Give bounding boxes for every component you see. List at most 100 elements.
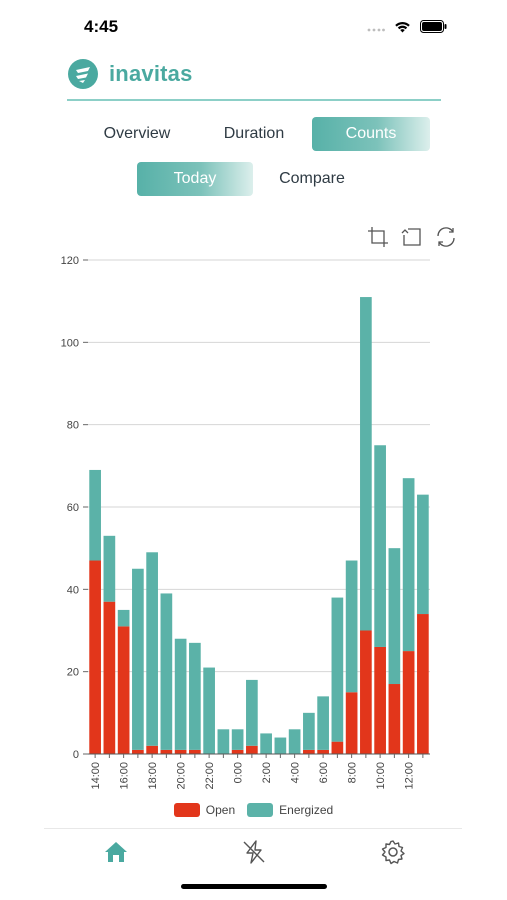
y-tick-label: 20 bbox=[67, 667, 79, 679]
x-tick-label: 6:00 bbox=[318, 762, 330, 783]
x-tick-label: 12:00 bbox=[404, 762, 416, 790]
header-divider bbox=[67, 99, 441, 101]
bar-energized bbox=[303, 712, 315, 750]
chart-legend: Open Energized bbox=[0, 803, 507, 817]
restore-icon[interactable] bbox=[433, 224, 459, 250]
bar-energized bbox=[417, 494, 429, 615]
x-tick-label: 16:00 bbox=[119, 762, 131, 790]
bar-energized bbox=[374, 445, 386, 647]
bottom-nav-divider bbox=[44, 828, 462, 829]
bar-open bbox=[303, 749, 315, 754]
bar-open bbox=[146, 745, 158, 754]
legend-label-energized: Energized bbox=[279, 803, 334, 817]
y-tick-label: 120 bbox=[61, 255, 79, 267]
bar-open bbox=[317, 749, 329, 754]
x-tick-label: 0:00 bbox=[233, 762, 245, 783]
bar-open bbox=[388, 684, 401, 754]
tab-today[interactable]: Today bbox=[137, 162, 253, 196]
home-indicator bbox=[181, 884, 327, 889]
inavitas-logo-icon bbox=[68, 59, 98, 89]
zoom-reset-icon[interactable] bbox=[399, 224, 425, 250]
bar-open bbox=[246, 745, 258, 754]
bar-energized bbox=[288, 729, 301, 754]
bar-energized bbox=[388, 548, 401, 685]
bar-energized bbox=[360, 297, 372, 631]
x-tick-label: 4:00 bbox=[290, 762, 302, 783]
legend-swatch-open bbox=[173, 803, 200, 817]
bar-energized bbox=[274, 737, 287, 754]
bar-energized bbox=[246, 679, 258, 746]
x-tick-label: 14:00 bbox=[90, 762, 102, 790]
brand-header: inavitas bbox=[67, 58, 193, 90]
legend-item-energized[interactable]: Energized bbox=[247, 803, 333, 817]
bar-energized bbox=[146, 552, 158, 746]
status-bar: 4:45 bbox=[0, 0, 507, 54]
bar-energized bbox=[89, 469, 101, 561]
x-tick-label: 18:00 bbox=[147, 762, 159, 790]
energy-off-icon bbox=[243, 840, 265, 864]
legend-swatch-energized bbox=[247, 803, 274, 817]
nav-energy[interactable] bbox=[240, 838, 268, 866]
bar-energized bbox=[217, 729, 230, 754]
bar-energized bbox=[132, 568, 144, 750]
status-time: 4:45 bbox=[84, 17, 119, 36]
bar-open bbox=[231, 749, 244, 754]
legend-item-open[interactable]: Open bbox=[173, 803, 236, 817]
bar-energized bbox=[402, 478, 415, 652]
tab-counts[interactable]: Counts bbox=[312, 117, 430, 151]
wifi-icon bbox=[395, 21, 410, 32]
y-tick-label: 100 bbox=[61, 337, 79, 349]
battery-icon bbox=[420, 20, 447, 33]
bar-open bbox=[117, 626, 130, 754]
x-tick-label: 8:00 bbox=[347, 762, 359, 783]
counts-bar-chart: 0 20 40 60 80 100 120 14:00 16:00 18:00 20:00 22:00… bbox=[61, 255, 430, 790]
bar-open bbox=[89, 560, 101, 754]
bar-open bbox=[402, 651, 415, 754]
y-tick-label: 40 bbox=[67, 584, 79, 596]
bar-open bbox=[417, 614, 429, 754]
tab-compare[interactable]: Compare bbox=[279, 170, 345, 187]
bar-energized bbox=[189, 642, 201, 750]
bar-open bbox=[360, 630, 372, 754]
gear-icon bbox=[381, 840, 405, 865]
legend-label-open: Open bbox=[205, 803, 236, 817]
y-tick-label: 60 bbox=[67, 502, 79, 514]
nav-home[interactable] bbox=[102, 838, 130, 866]
tab-duration[interactable]: Duration bbox=[223, 125, 285, 142]
primary-tabs: Overview Duration Counts bbox=[0, 117, 507, 151]
bar-energized bbox=[331, 597, 344, 742]
bar-energized bbox=[260, 733, 272, 754]
bar-open bbox=[331, 741, 344, 754]
x-tick-label: 22:00 bbox=[204, 762, 216, 790]
signal-icon bbox=[367, 28, 385, 31]
x-tick-label: 10:00 bbox=[375, 762, 387, 790]
counts-chart: 0 20 40 60 80 100 120 14:00 16:00 18:00 20:00 22:00… bbox=[0, 240, 507, 830]
bar-open bbox=[174, 749, 187, 754]
brand-name: inavitas bbox=[109, 61, 193, 86]
tab-overview[interactable]: Overview bbox=[103, 125, 171, 142]
bar-energized bbox=[103, 535, 116, 602]
bar-open bbox=[189, 749, 201, 754]
zoom-select-icon[interactable] bbox=[365, 224, 391, 250]
bar-open bbox=[345, 692, 358, 754]
x-tick-label: 2:00 bbox=[261, 762, 273, 783]
bar-energized bbox=[160, 593, 173, 750]
nav-settings[interactable] bbox=[379, 838, 407, 866]
bar-energized bbox=[203, 667, 215, 754]
bar-energized bbox=[317, 696, 329, 750]
bar-energized bbox=[117, 609, 130, 627]
y-tick-label: 0 bbox=[73, 749, 79, 761]
bar-energized bbox=[174, 638, 187, 750]
chart-toolbox bbox=[365, 224, 459, 250]
bar-open bbox=[132, 749, 144, 754]
bar-energized bbox=[231, 729, 244, 750]
bar-energized bbox=[345, 560, 358, 693]
bar-open bbox=[160, 749, 173, 754]
x-tick-label: 20:00 bbox=[176, 762, 188, 790]
y-tick-label: 80 bbox=[67, 420, 79, 432]
status-icons bbox=[367, 20, 447, 33]
home-icon bbox=[105, 842, 127, 862]
bar-open bbox=[374, 646, 386, 754]
bar-open bbox=[103, 601, 116, 754]
period-tabs: Today Compare bbox=[0, 162, 507, 196]
